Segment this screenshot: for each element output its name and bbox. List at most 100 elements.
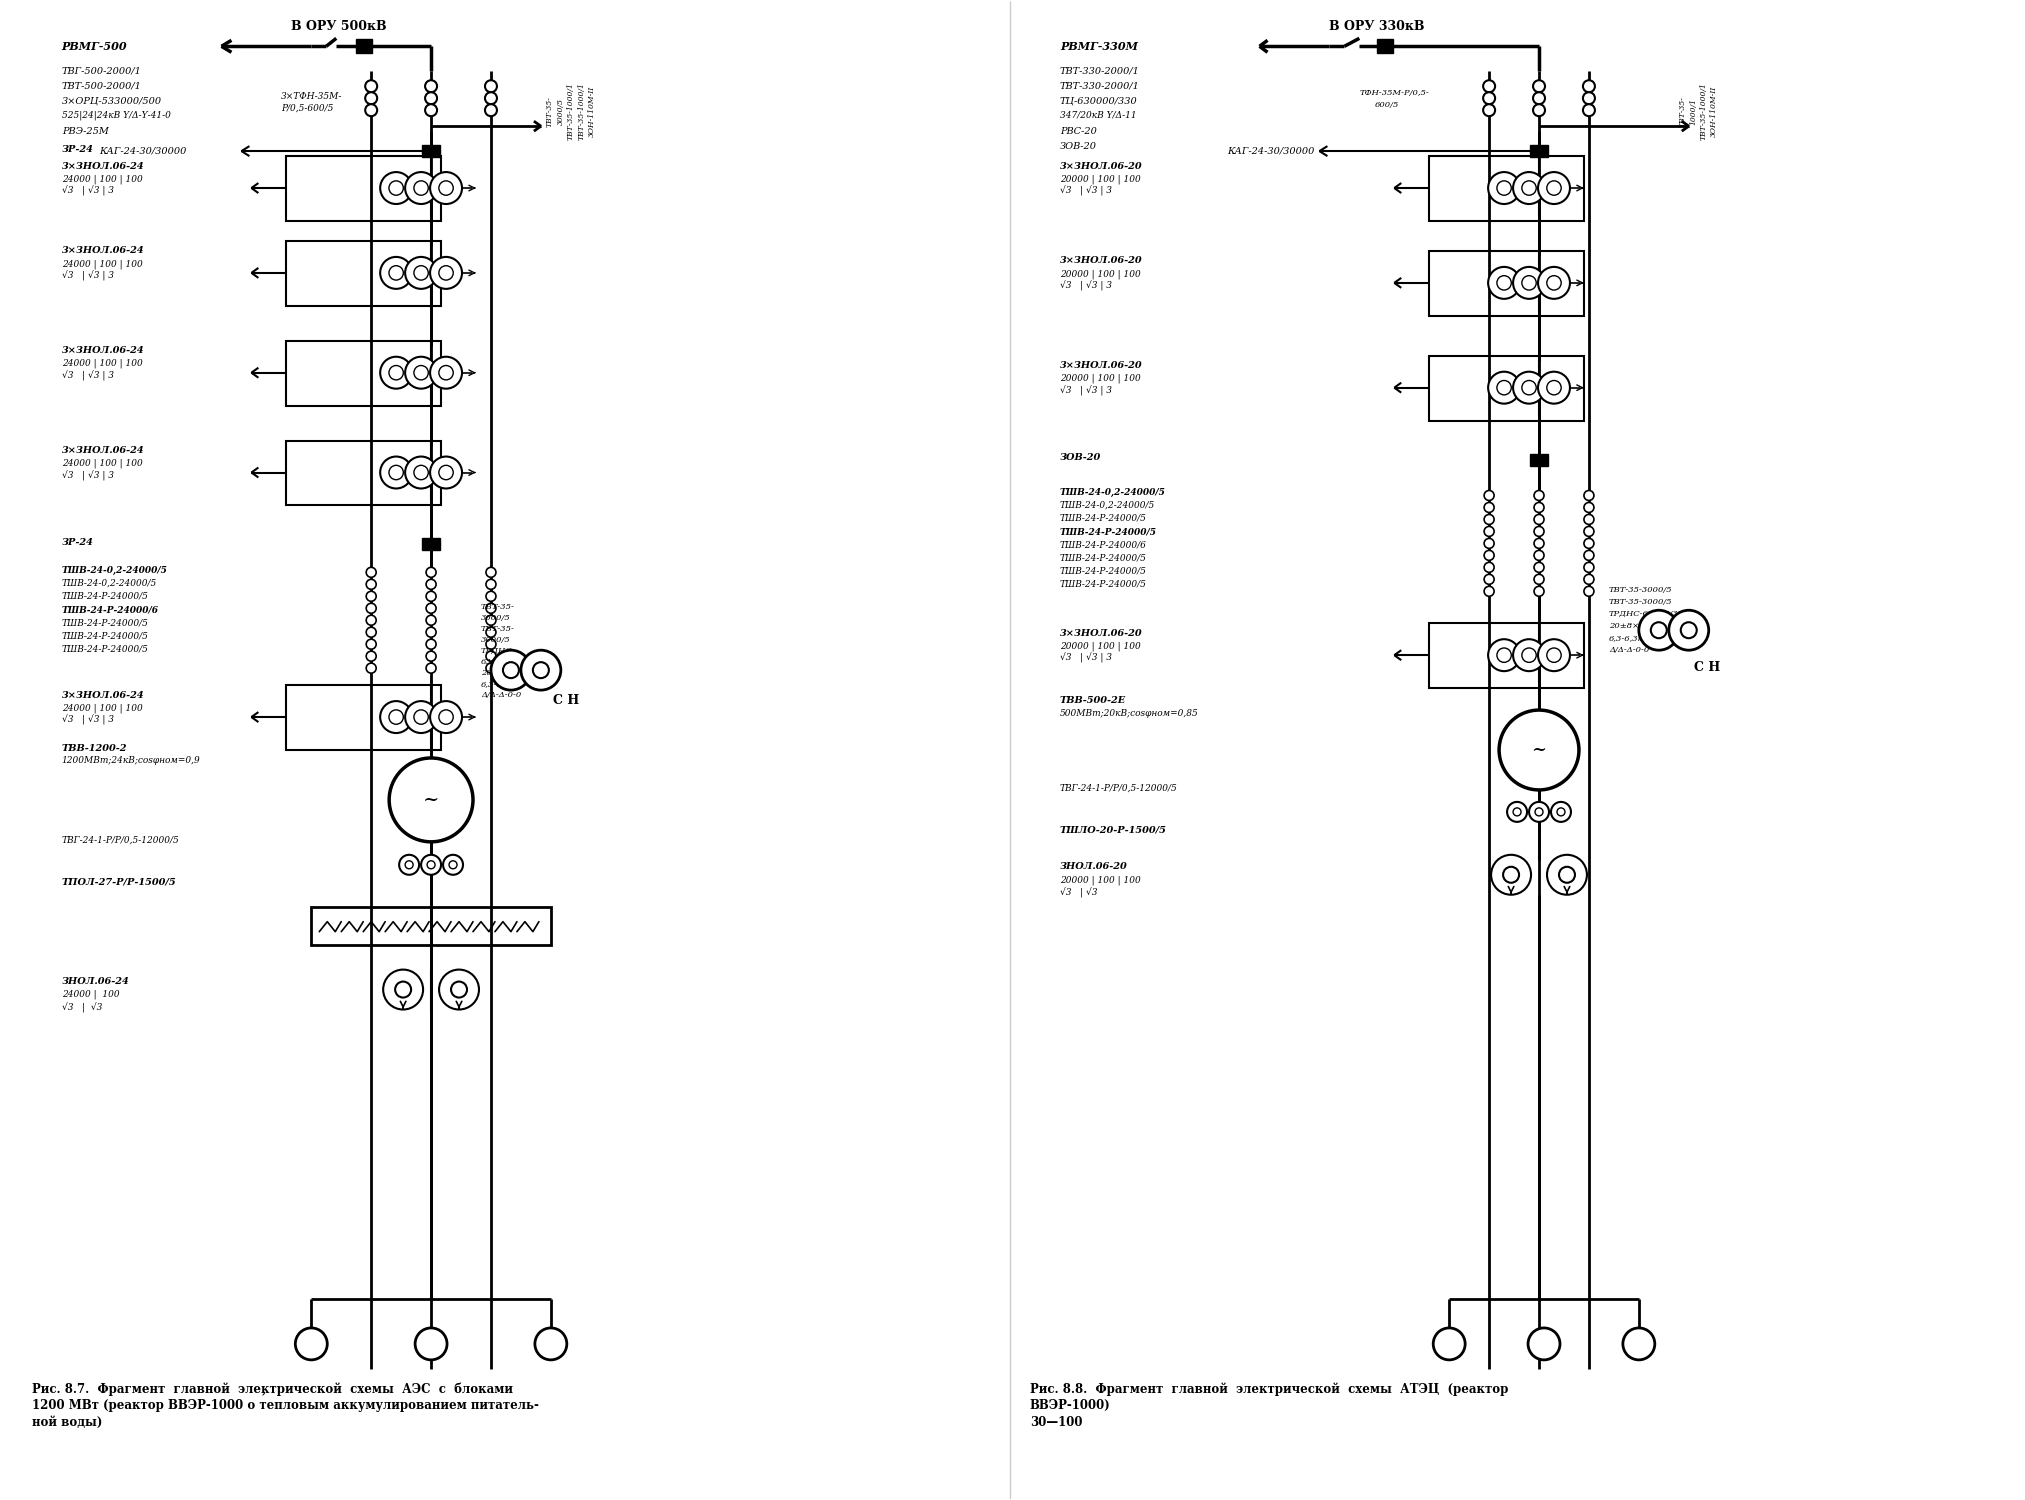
Circle shape — [1584, 514, 1594, 525]
Circle shape — [1535, 538, 1543, 549]
Circle shape — [425, 663, 435, 674]
Circle shape — [381, 456, 413, 489]
Circle shape — [1434, 1328, 1466, 1360]
Circle shape — [405, 256, 437, 290]
Text: ТРДНС-: ТРДНС- — [482, 646, 516, 656]
Text: 20000 | 100 | 100: 20000 | 100 | 100 — [1059, 874, 1140, 885]
Text: 500МВт;20кВ;cosφном=0,85: 500МВт;20кВ;cosφном=0,85 — [1059, 708, 1199, 717]
Circle shape — [367, 579, 377, 590]
Text: 3×ЗНОЛ.06-20: 3×ЗНОЛ.06-20 — [1059, 162, 1142, 171]
Text: 3000/5: 3000/5 — [482, 636, 510, 644]
Circle shape — [405, 861, 413, 868]
Text: ТШВ-24-Р-24000/5: ТШВ-24-Р-24000/5 — [1059, 528, 1156, 537]
Circle shape — [395, 981, 411, 998]
Circle shape — [1496, 276, 1511, 290]
Circle shape — [1529, 802, 1549, 822]
Circle shape — [399, 855, 419, 874]
Circle shape — [1496, 648, 1511, 663]
Bar — [312, 906, 551, 945]
Circle shape — [1523, 276, 1537, 290]
Circle shape — [1650, 622, 1667, 638]
Circle shape — [429, 456, 462, 489]
Circle shape — [389, 266, 403, 280]
Text: ТШВ-24-Р-24000/5: ТШВ-24-Р-24000/5 — [1059, 514, 1146, 523]
Text: РВЭ-25М: РВЭ-25М — [63, 126, 109, 135]
Bar — [286, 686, 441, 750]
Circle shape — [367, 663, 377, 674]
Circle shape — [364, 104, 377, 116]
Circle shape — [1584, 80, 1596, 92]
Circle shape — [364, 92, 377, 104]
Circle shape — [486, 579, 496, 590]
Circle shape — [413, 710, 427, 724]
Text: РВМГ-500: РВМГ-500 — [63, 40, 128, 53]
Bar — [286, 242, 441, 306]
Text: ТВГ-24-1-Р/Р/0,5-12000/5: ТВГ-24-1-Р/Р/0,5-12000/5 — [63, 836, 180, 844]
Text: ТВТ-330-2000/1: ТВТ-330-2000/1 — [1059, 81, 1140, 90]
Bar — [1430, 622, 1584, 688]
Text: ,: , — [261, 1382, 265, 1396]
Circle shape — [381, 700, 413, 734]
Text: √3   | √3 | 3: √3 | √3 | 3 — [1059, 280, 1112, 291]
Circle shape — [367, 639, 377, 650]
Circle shape — [1533, 104, 1545, 116]
Text: ТЦ-630000/330: ТЦ-630000/330 — [1059, 96, 1138, 105]
Circle shape — [1535, 550, 1543, 561]
Text: С Н: С Н — [1693, 660, 1719, 674]
Circle shape — [1584, 574, 1594, 585]
Circle shape — [484, 104, 496, 116]
Text: ~: ~ — [1531, 741, 1547, 759]
Circle shape — [367, 603, 377, 613]
Text: 30—100: 30—100 — [1031, 1416, 1083, 1430]
Text: ЗОВ-20: ЗОВ-20 — [1059, 141, 1098, 150]
Text: ТВТ-35-3000/5: ТВТ-35-3000/5 — [1610, 586, 1673, 594]
Circle shape — [1584, 538, 1594, 549]
Circle shape — [421, 855, 441, 874]
Circle shape — [1529, 1328, 1559, 1360]
Text: 20000 | 100 | 100: 20000 | 100 | 100 — [1059, 642, 1140, 651]
Text: ТВТ-330-2000/1: ТВТ-330-2000/1 — [1059, 68, 1140, 76]
Circle shape — [1547, 648, 1561, 663]
Circle shape — [1535, 586, 1543, 597]
Text: 3×ЗНОЛ.06-24: 3×ЗНОЛ.06-24 — [63, 446, 144, 454]
Circle shape — [484, 92, 496, 104]
Circle shape — [1498, 710, 1580, 791]
Circle shape — [1523, 648, 1537, 663]
Circle shape — [1622, 1328, 1654, 1360]
Bar — [1430, 251, 1584, 316]
Circle shape — [1557, 808, 1565, 816]
Circle shape — [1535, 503, 1543, 513]
Text: 1200МВт;24кВ;cosφном=0,9: 1200МВт;24кВ;cosφном=0,9 — [63, 756, 200, 765]
Circle shape — [1482, 104, 1494, 116]
Text: 20000 | 100 | 100: 20000 | 100 | 100 — [1059, 374, 1140, 384]
Bar — [421, 146, 439, 158]
Text: 1200 МВт (реактор ВВЭР-1000 о тепловым аккумулированием питатель-: 1200 МВт (реактор ВВЭР-1000 о тепловым а… — [32, 1400, 539, 1413]
Circle shape — [429, 700, 462, 734]
Circle shape — [415, 1328, 448, 1360]
Text: ТВВ-1200-2: ТВВ-1200-2 — [63, 744, 128, 753]
Circle shape — [425, 603, 435, 613]
Text: С Н: С Н — [553, 693, 579, 706]
Circle shape — [486, 639, 496, 650]
Circle shape — [486, 615, 496, 626]
Circle shape — [1533, 92, 1545, 104]
Text: 3×ОРЦ-533000/500: 3×ОРЦ-533000/500 — [63, 96, 162, 105]
Circle shape — [389, 758, 474, 842]
Circle shape — [381, 357, 413, 388]
Circle shape — [520, 650, 561, 690]
Text: ной воды): ной воды) — [32, 1416, 101, 1430]
Text: 3×ЗНОЛ.06-20: 3×ЗНОЛ.06-20 — [1059, 628, 1142, 638]
Text: 20±8×1,5%/: 20±8×1,5%/ — [1610, 622, 1663, 630]
Text: 24000 | 100 | 100: 24000 | 100 | 100 — [63, 260, 142, 268]
Circle shape — [429, 172, 462, 204]
Text: Рис. 8.7.  Фрагмент  главной  электрической  схемы  АЭС  с  блоками: Рис. 8.7. Фрагмент главной электрической… — [32, 1382, 512, 1395]
Circle shape — [425, 80, 437, 92]
Text: РВМГ-330М: РВМГ-330М — [1059, 40, 1138, 53]
Circle shape — [364, 80, 377, 92]
Text: ТВГ-24-1-Р/Р/0,5-12000/5: ТВГ-24-1-Р/Р/0,5-12000/5 — [1059, 783, 1179, 792]
Circle shape — [1533, 80, 1545, 92]
Circle shape — [1584, 562, 1594, 573]
Text: Δ/Δ-Δ-0-0: Δ/Δ-Δ-0-0 — [1610, 646, 1648, 654]
Circle shape — [1535, 808, 1543, 816]
Text: 3×ЗНОЛ.06-20: 3×ЗНОЛ.06-20 — [1059, 362, 1142, 370]
